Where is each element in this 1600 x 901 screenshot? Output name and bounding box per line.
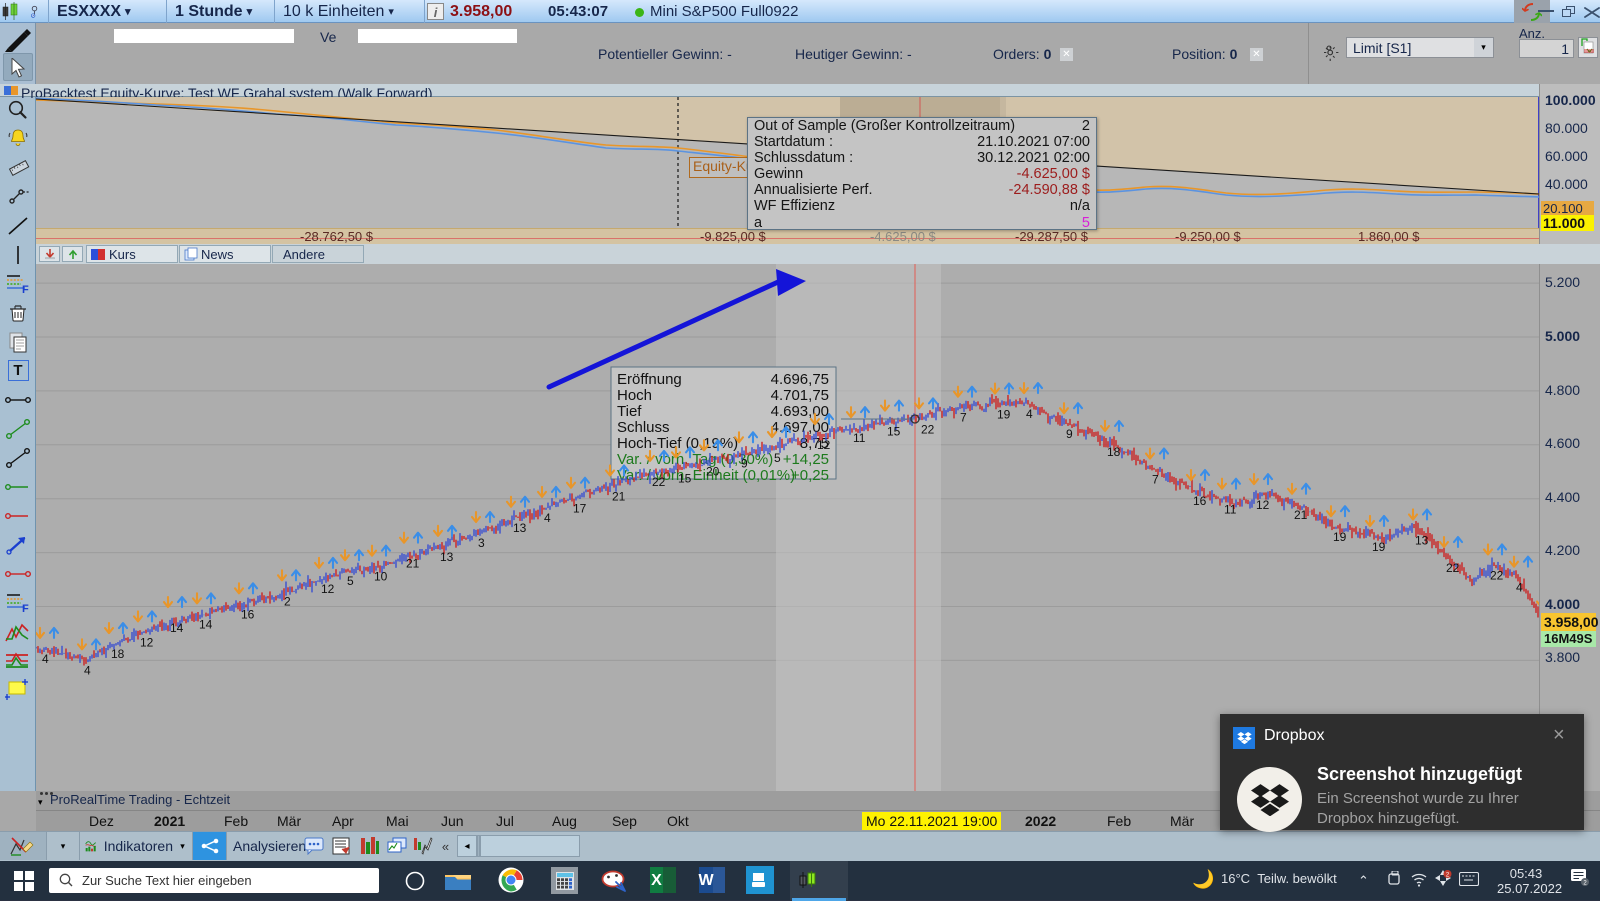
svg-text:17: 17 — [573, 502, 587, 516]
svg-text:22: 22 — [1490, 568, 1504, 582]
svg-text:+14,25: +14,25 — [783, 451, 829, 468]
svg-text:22: 22 — [921, 422, 935, 436]
svg-text:21: 21 — [1294, 508, 1308, 522]
svg-text:F: F — [22, 603, 29, 613]
svg-text:Schluss: Schluss — [617, 419, 670, 436]
svg-text:12: 12 — [140, 635, 154, 649]
svg-text:+0,25: +0,25 — [791, 467, 829, 484]
svg-text:11: 11 — [853, 431, 866, 445]
svg-text:19: 19 — [1333, 530, 1347, 544]
svg-text:20: 20 — [706, 464, 720, 478]
svg-text:12: 12 — [1256, 498, 1270, 512]
svg-text:21: 21 — [612, 489, 626, 503]
svg-text:5: 5 — [347, 574, 354, 588]
svg-text:15: 15 — [678, 471, 692, 485]
svg-text:3: 3 — [478, 536, 485, 550]
svg-text:4.701,75: 4.701,75 — [771, 387, 829, 404]
svg-text:13: 13 — [513, 521, 527, 535]
svg-text:4: 4 — [1516, 581, 1523, 595]
svg-text:22: 22 — [652, 475, 666, 489]
svg-text:2: 2 — [284, 594, 291, 608]
svg-text:4: 4 — [544, 511, 551, 525]
svg-text:4: 4 — [42, 652, 49, 666]
svg-text:16: 16 — [1193, 494, 1207, 508]
svg-text:14: 14 — [199, 617, 213, 631]
svg-text:Eröffnung: Eröffnung — [617, 371, 682, 388]
svg-text:4: 4 — [1026, 407, 1033, 421]
svg-text:9: 9 — [741, 456, 748, 470]
svg-text:15: 15 — [887, 425, 901, 439]
svg-text:F: F — [22, 284, 29, 294]
svg-text:21: 21 — [406, 557, 420, 571]
svg-text:13: 13 — [1415, 533, 1429, 547]
svg-text:X: X — [651, 872, 662, 889]
svg-text:13: 13 — [440, 550, 454, 564]
svg-text:Hoch: Hoch — [617, 387, 652, 404]
svg-text:7: 7 — [960, 411, 967, 425]
svg-text:4.693,00: 4.693,00 — [771, 403, 829, 420]
svg-text:7: 7 — [1152, 473, 1159, 487]
svg-text:18: 18 — [111, 647, 125, 661]
svg-text:19: 19 — [997, 408, 1011, 422]
svg-text:4.696,75: 4.696,75 — [771, 371, 829, 388]
svg-text:11: 11 — [1224, 503, 1237, 517]
svg-text:12: 12 — [321, 582, 335, 596]
svg-text:14: 14 — [170, 621, 184, 635]
svg-text:22: 22 — [1446, 561, 1460, 575]
svg-text:W: W — [698, 872, 714, 889]
svg-text:Tief: Tief — [617, 403, 642, 420]
svg-text:19: 19 — [1372, 540, 1386, 554]
svg-text:12: 12 — [817, 438, 831, 452]
svg-text:16: 16 — [241, 607, 255, 621]
svg-text:4: 4 — [84, 663, 91, 677]
svg-text:10: 10 — [374, 570, 388, 584]
svg-text:18: 18 — [1107, 445, 1121, 459]
svg-text:5: 5 — [774, 451, 781, 465]
svg-text:9: 9 — [1066, 427, 1073, 441]
